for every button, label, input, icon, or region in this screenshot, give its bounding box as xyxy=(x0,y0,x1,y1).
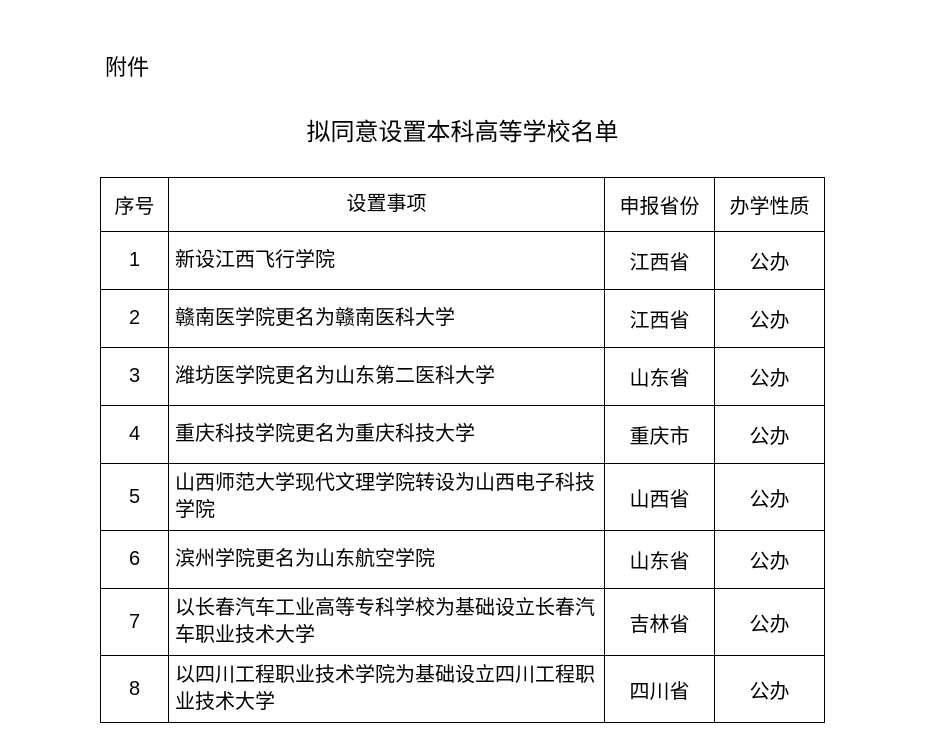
cell-province: 山西省 xyxy=(605,464,715,531)
table-row: 8以四川工程职业技术学院为基础设立四川工程职业技术大学四川省公办 xyxy=(101,656,825,723)
table-row: 2赣南医学院更名为赣南医科大学江西省公办 xyxy=(101,290,825,348)
cell-num: 7 xyxy=(101,589,169,656)
cell-desc: 以四川工程职业技术学院为基础设立四川工程职业技术大学 xyxy=(169,656,605,723)
cell-desc: 滨州学院更名为山东航空学院 xyxy=(169,531,605,589)
cell-province: 吉林省 xyxy=(605,589,715,656)
header-nature: 办学性质 xyxy=(715,178,825,232)
cell-num: 3 xyxy=(101,348,169,406)
cell-desc: 潍坊医学院更名为山东第二医科大学 xyxy=(169,348,605,406)
cell-num: 6 xyxy=(101,531,169,589)
cell-desc: 山西师范大学现代文理学院转设为山西电子科技学院 xyxy=(169,464,605,531)
cell-num: 8 xyxy=(101,656,169,723)
cell-desc: 新设江西飞行学院 xyxy=(169,232,605,290)
table-header-row: 序号 设置事项 申报省份 办学性质 xyxy=(101,178,825,232)
header-num: 序号 xyxy=(101,178,169,232)
table-row: 6滨州学院更名为山东航空学院山东省公办 xyxy=(101,531,825,589)
cell-nature: 公办 xyxy=(715,656,825,723)
table-row: 4重庆科技学院更名为重庆科技大学重庆市公办 xyxy=(101,406,825,464)
cell-province: 重庆市 xyxy=(605,406,715,464)
page-title: 拟同意设置本科高等学校名单 xyxy=(100,112,825,147)
cell-num: 5 xyxy=(101,464,169,531)
header-desc: 设置事项 xyxy=(169,178,605,232)
cell-nature: 公办 xyxy=(715,464,825,531)
cell-nature: 公办 xyxy=(715,531,825,589)
cell-province: 山东省 xyxy=(605,348,715,406)
cell-province: 四川省 xyxy=(605,656,715,723)
cell-desc: 以长春汽车工业高等专科学校为基础设立长春汽车职业技术大学 xyxy=(169,589,605,656)
cell-province: 山东省 xyxy=(605,531,715,589)
table-body: 1新设江西飞行学院江西省公办2赣南医学院更名为赣南医科大学江西省公办3潍坊医学院… xyxy=(101,232,825,723)
cell-nature: 公办 xyxy=(715,348,825,406)
cell-province: 江西省 xyxy=(605,290,715,348)
cell-nature: 公办 xyxy=(715,290,825,348)
table-row: 1新设江西飞行学院江西省公办 xyxy=(101,232,825,290)
cell-nature: 公办 xyxy=(715,406,825,464)
cell-nature: 公办 xyxy=(715,232,825,290)
table-row: 3潍坊医学院更名为山东第二医科大学山东省公办 xyxy=(101,348,825,406)
cell-num: 1 xyxy=(101,232,169,290)
cell-desc: 重庆科技学院更名为重庆科技大学 xyxy=(169,406,605,464)
table-row: 5山西师范大学现代文理学院转设为山西电子科技学院山西省公办 xyxy=(101,464,825,531)
schools-table: 序号 设置事项 申报省份 办学性质 1新设江西飞行学院江西省公办2赣南医学院更名… xyxy=(100,177,825,723)
cell-num: 2 xyxy=(101,290,169,348)
attachment-label: 附件 xyxy=(105,50,825,82)
cell-desc: 赣南医学院更名为赣南医科大学 xyxy=(169,290,605,348)
table-row: 7以长春汽车工业高等专科学校为基础设立长春汽车职业技术大学吉林省公办 xyxy=(101,589,825,656)
cell-num: 4 xyxy=(101,406,169,464)
cell-province: 江西省 xyxy=(605,232,715,290)
header-province: 申报省份 xyxy=(605,178,715,232)
cell-nature: 公办 xyxy=(715,589,825,656)
